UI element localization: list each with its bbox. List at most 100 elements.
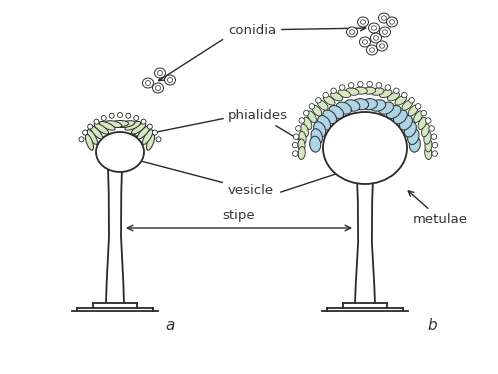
Ellipse shape xyxy=(374,36,378,40)
Ellipse shape xyxy=(362,99,377,110)
Ellipse shape xyxy=(87,130,98,144)
Ellipse shape xyxy=(371,88,384,95)
Ellipse shape xyxy=(363,87,375,94)
Ellipse shape xyxy=(88,124,93,129)
Ellipse shape xyxy=(301,124,308,137)
Text: phialides: phialides xyxy=(228,108,304,143)
Ellipse shape xyxy=(389,20,394,24)
Ellipse shape xyxy=(421,110,426,116)
Ellipse shape xyxy=(152,83,163,93)
Ellipse shape xyxy=(323,110,337,124)
Ellipse shape xyxy=(157,71,162,76)
Ellipse shape xyxy=(386,17,397,27)
Ellipse shape xyxy=(141,119,146,124)
Ellipse shape xyxy=(409,136,420,152)
Ellipse shape xyxy=(292,142,298,148)
Ellipse shape xyxy=(408,105,418,116)
Ellipse shape xyxy=(324,96,335,105)
Ellipse shape xyxy=(353,99,369,110)
Ellipse shape xyxy=(94,119,99,124)
Ellipse shape xyxy=(155,86,160,91)
Ellipse shape xyxy=(372,26,376,30)
Ellipse shape xyxy=(402,100,413,110)
Ellipse shape xyxy=(316,98,321,103)
Ellipse shape xyxy=(336,102,352,114)
Ellipse shape xyxy=(314,122,326,137)
Ellipse shape xyxy=(79,137,84,142)
Ellipse shape xyxy=(340,85,345,90)
Text: metulae: metulae xyxy=(408,191,468,226)
Ellipse shape xyxy=(137,126,150,139)
Ellipse shape xyxy=(393,88,399,94)
Ellipse shape xyxy=(298,139,305,152)
Ellipse shape xyxy=(425,118,431,123)
Ellipse shape xyxy=(379,44,384,48)
Ellipse shape xyxy=(422,124,429,137)
Text: b: b xyxy=(427,318,437,333)
Ellipse shape xyxy=(370,100,386,111)
Ellipse shape xyxy=(376,41,387,51)
Ellipse shape xyxy=(303,117,312,129)
Ellipse shape xyxy=(379,90,392,98)
Ellipse shape xyxy=(381,16,386,20)
Ellipse shape xyxy=(134,116,139,120)
Ellipse shape xyxy=(167,77,172,83)
Ellipse shape xyxy=(382,30,387,34)
Ellipse shape xyxy=(376,83,381,88)
Ellipse shape xyxy=(354,87,368,94)
Ellipse shape xyxy=(399,116,412,130)
Ellipse shape xyxy=(118,121,135,128)
Ellipse shape xyxy=(358,82,363,87)
Ellipse shape xyxy=(142,130,153,144)
Ellipse shape xyxy=(131,123,146,134)
Ellipse shape xyxy=(101,116,106,120)
Ellipse shape xyxy=(387,92,399,101)
Ellipse shape xyxy=(360,37,371,47)
Ellipse shape xyxy=(164,75,175,85)
Ellipse shape xyxy=(309,104,315,109)
Ellipse shape xyxy=(152,130,157,135)
Ellipse shape xyxy=(292,151,298,156)
Ellipse shape xyxy=(125,122,141,130)
Ellipse shape xyxy=(407,129,419,144)
Ellipse shape xyxy=(369,23,379,33)
Ellipse shape xyxy=(429,126,434,131)
Ellipse shape xyxy=(409,98,414,103)
Ellipse shape xyxy=(311,129,322,144)
Ellipse shape xyxy=(145,80,150,86)
Ellipse shape xyxy=(299,118,304,123)
Ellipse shape xyxy=(304,110,309,116)
Ellipse shape xyxy=(142,78,153,88)
Ellipse shape xyxy=(83,130,88,135)
Text: a: a xyxy=(165,318,175,333)
Ellipse shape xyxy=(331,92,343,101)
Ellipse shape xyxy=(395,96,406,105)
Ellipse shape xyxy=(146,134,154,150)
Ellipse shape xyxy=(312,105,322,116)
Ellipse shape xyxy=(432,142,438,148)
Ellipse shape xyxy=(350,30,355,34)
Ellipse shape xyxy=(156,137,161,142)
Ellipse shape xyxy=(424,131,431,144)
Ellipse shape xyxy=(432,151,437,156)
Ellipse shape xyxy=(90,126,103,139)
Ellipse shape xyxy=(347,27,358,37)
Text: vesicle: vesicle xyxy=(122,155,274,196)
Ellipse shape xyxy=(367,45,377,55)
Ellipse shape xyxy=(147,124,152,129)
Ellipse shape xyxy=(296,126,301,131)
Ellipse shape xyxy=(318,116,331,130)
Ellipse shape xyxy=(414,111,423,122)
Ellipse shape xyxy=(94,123,109,134)
Ellipse shape xyxy=(358,17,369,27)
Ellipse shape xyxy=(99,122,115,130)
Ellipse shape xyxy=(425,147,432,159)
Ellipse shape xyxy=(346,88,359,95)
Ellipse shape xyxy=(371,33,381,43)
Ellipse shape xyxy=(418,117,427,129)
Ellipse shape xyxy=(378,102,394,114)
Ellipse shape xyxy=(126,113,131,118)
Ellipse shape xyxy=(385,85,390,90)
Ellipse shape xyxy=(415,104,421,109)
Ellipse shape xyxy=(378,13,389,23)
